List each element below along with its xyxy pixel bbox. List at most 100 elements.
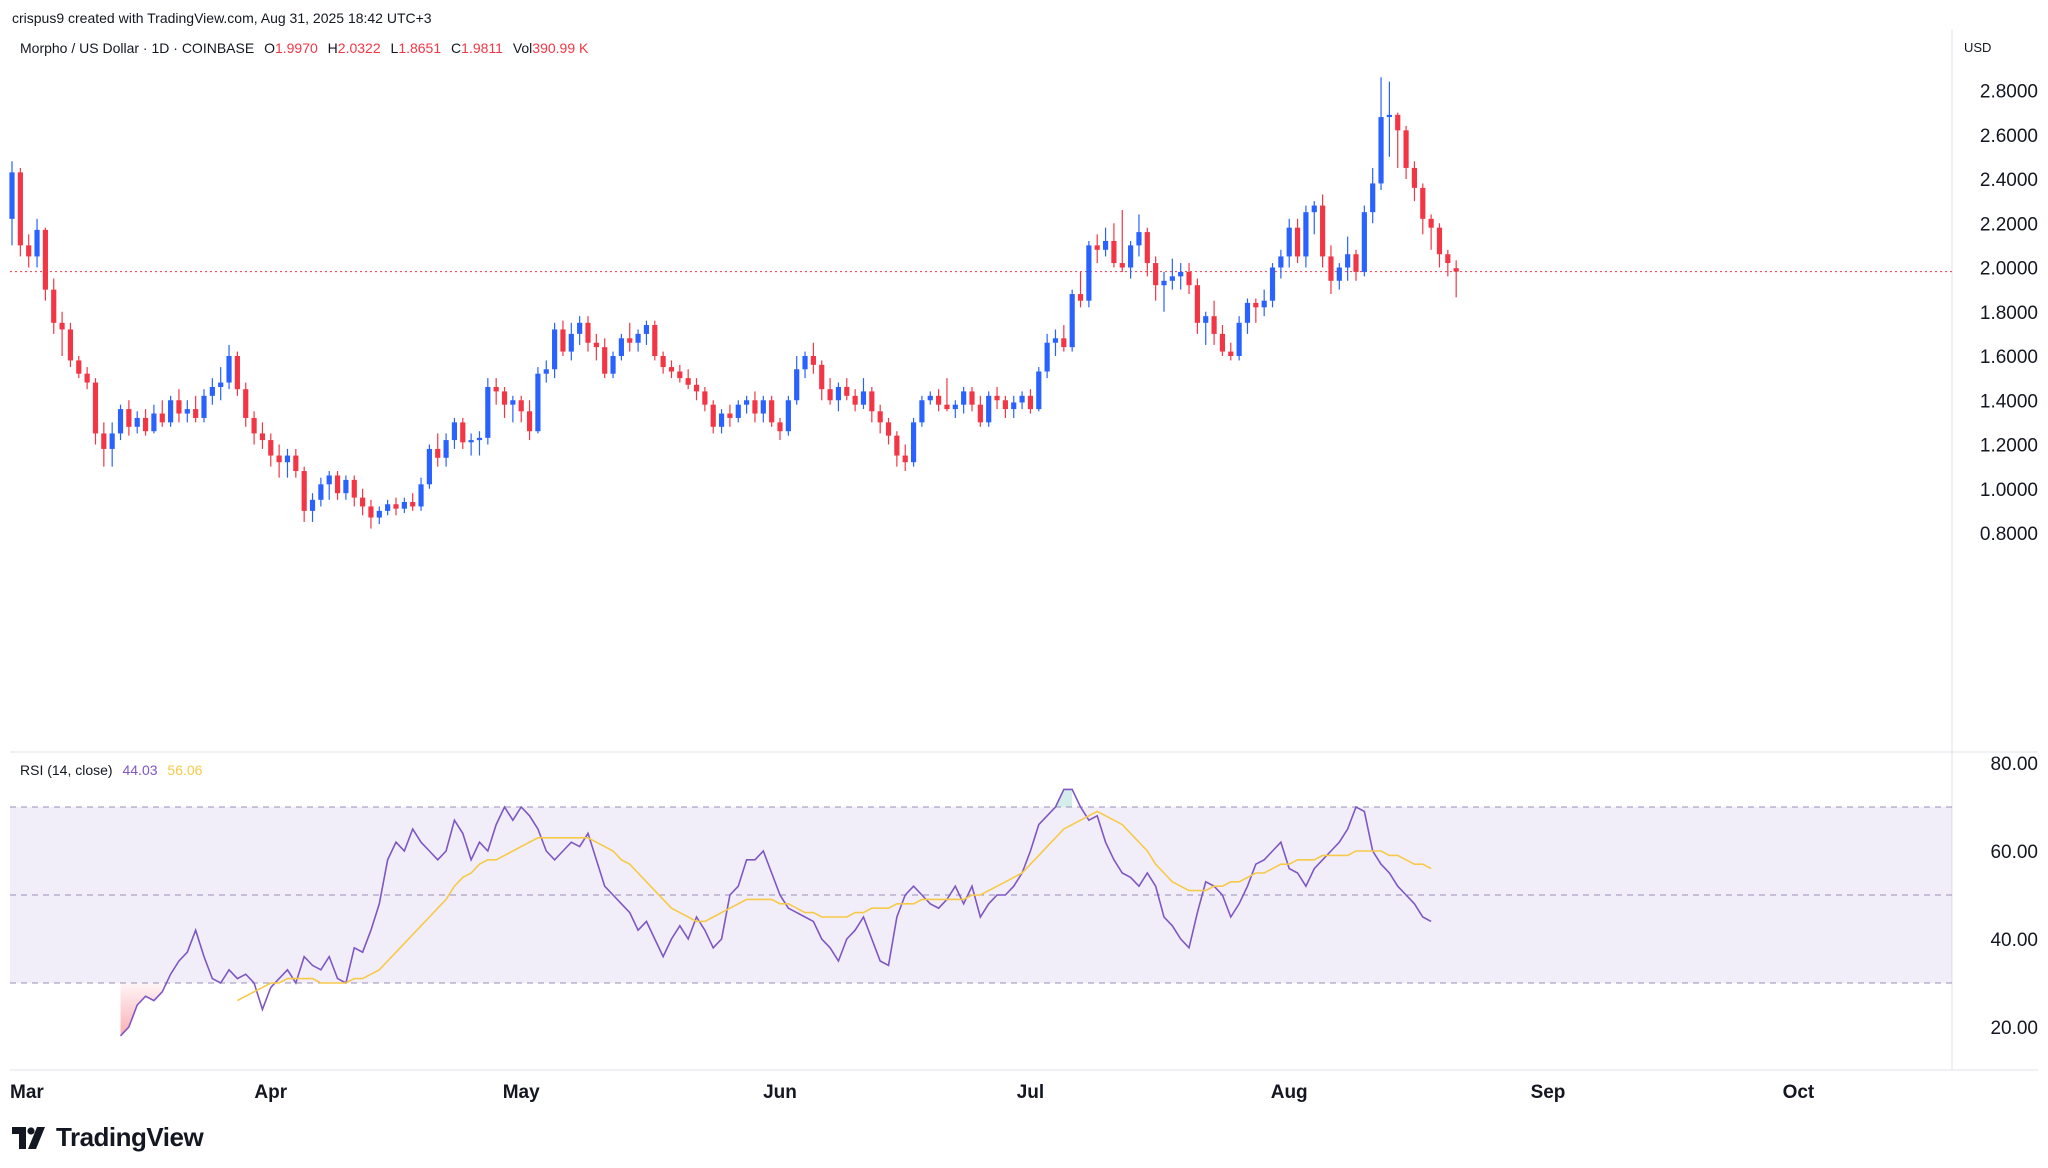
candle-body [1278,256,1284,268]
candle-body [76,360,82,374]
candle-body [1002,400,1008,410]
candle-body [1044,342,1050,372]
candle-body [1153,263,1159,286]
candle-body [652,325,658,356]
candle-body [226,356,232,383]
candle-body [535,373,541,432]
currency-badge[interactable]: USD [1964,40,1992,55]
candle-body [385,504,391,511]
price-tick-label: 1.2000 [1980,436,2038,457]
vol-label: Vol [512,40,533,56]
candle-body [710,404,716,427]
candle-body [1111,240,1117,264]
rsi-tick-label: 80.00 [1990,754,2038,775]
candle-body [593,342,599,348]
candle-body [1286,227,1292,257]
candle-body [351,479,357,498]
candle-body [994,395,1000,401]
rsi-line [119,788,1432,1037]
candle-body [852,395,858,405]
candle-body [1386,114,1392,118]
candle-body [1086,245,1092,301]
candle-body [1194,285,1200,323]
candle-body [193,409,199,418]
candle-body [334,475,341,494]
candle-body [610,356,616,374]
price-tick-label: 2.0000 [1980,259,2038,280]
date-axis[interactable]: Mar Apr May Jun Jul Aug Sep Oct [10,1082,1815,1103]
rsi-title[interactable]: RSI (14, close) [20,762,113,778]
candle-body [693,384,700,392]
candle-body [468,440,474,443]
candle-body [894,435,900,456]
high-label: H [327,40,338,56]
candle-body [92,382,99,434]
candle-body [168,400,174,423]
price-tick-label: 2.2000 [1980,214,2038,235]
candle-body [1244,302,1251,323]
candle-body [460,422,466,443]
candle-body [251,417,257,434]
candle-body [552,329,558,370]
candle-body [34,229,40,257]
price-legend: Morpho / US Dollar · 1D · COINBASE O1.99… [20,40,588,56]
candle-body [543,369,549,374]
candle-body [1303,212,1309,257]
open-label: O [264,40,275,56]
candle-body [702,391,708,405]
candle-body [510,400,516,405]
candle-body [42,229,48,290]
rsi-ma-line [237,810,1432,1002]
candle-body [218,382,224,387]
candle-body [159,413,165,423]
candle-body [1094,245,1100,250]
rsi-overbought-area [1063,789,1073,807]
candle-body [1345,254,1351,268]
candle-body [1119,263,1125,268]
candle-body [1428,218,1434,228]
candles-layer [9,77,1459,529]
candle-body [810,356,816,365]
candle-body [343,479,349,494]
candle-body [718,413,725,427]
candle-body [393,504,399,509]
candle-body [9,172,15,219]
price-axis: 2.8000 2.6000 2.4000 2.2000 2.0000 1.8000 1.60… [10,82,2038,545]
candle-body [1077,294,1084,301]
candle-body [777,422,783,432]
candle-body [142,417,149,432]
candle-body [17,172,23,246]
candle-body [618,338,624,356]
candle-body [184,409,190,414]
vol-value: 390.99 K [532,40,589,56]
candle-body [577,322,583,334]
candle-body [1328,256,1334,281]
chart-frame [10,30,2038,1071]
date-tick-label: May [503,1082,540,1103]
candle-body [1311,205,1317,213]
low-value: 1.8651 [398,40,442,56]
candle-body [944,404,950,410]
candle-body [977,404,983,423]
candle-body [109,433,115,449]
candle-body [1169,276,1175,281]
candle-body [735,404,741,418]
chart-canvas[interactable]: 2.8000 2.6000 2.4000 2.2000 2.0000 1.8000 1.60… [0,0,2048,1110]
price-tick-label: 2.8000 [1980,82,2038,103]
date-tick-label: Sep [1531,1082,1566,1103]
candle-body [1027,395,1034,410]
candle-body [986,395,992,423]
candle-body [26,245,32,257]
price-tick-label: 2.6000 [1980,126,2038,147]
candle-body [209,386,215,396]
candle-body [952,404,958,410]
rsi-layer [10,788,1952,1037]
candle-body [59,322,65,330]
rsi-axis: 80.00 60.00 40.00 20.00 [1990,754,2038,1039]
symbol-title[interactable]: Morpho / US Dollar · 1D · COINBASE [20,40,255,56]
tradingview-logo[interactable]: TradingView [12,1122,204,1153]
price-tick-label: 1.4000 [1980,391,2038,412]
candle-body [176,400,182,414]
brand-name: TradingView [56,1122,204,1152]
candle-body [819,364,825,390]
